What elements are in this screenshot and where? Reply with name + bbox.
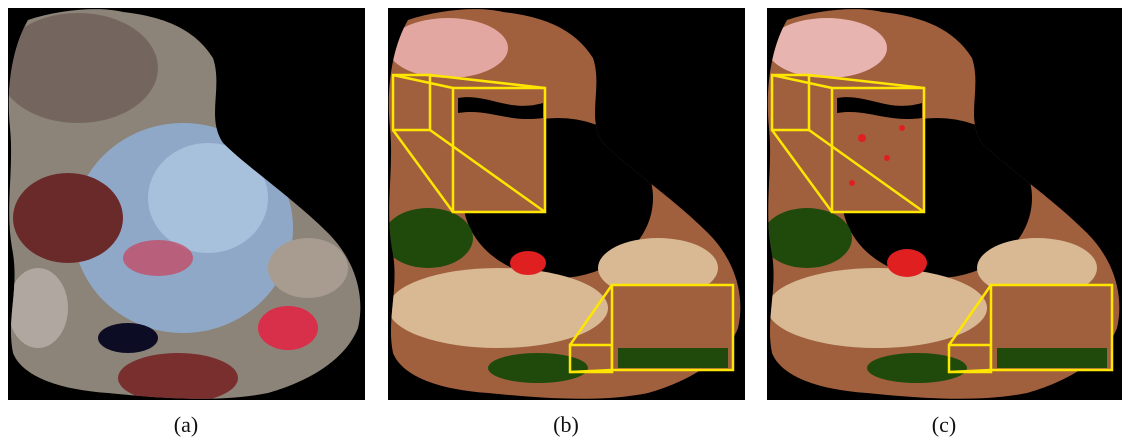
panel-b (383, 8, 745, 400)
panel-c (762, 8, 1122, 400)
caption: (b) (553, 412, 579, 437)
figure: (a) (b) (c) (0, 0, 1122, 443)
zoom-detail (997, 348, 1107, 368)
panel-a (0, 8, 365, 403)
zoom-detail (618, 348, 728, 368)
caption: (a) (174, 412, 198, 437)
caption: (c) (932, 412, 956, 437)
page: (a) (b) (c) (() => { const data = JSON.p… (0, 0, 1122, 443)
